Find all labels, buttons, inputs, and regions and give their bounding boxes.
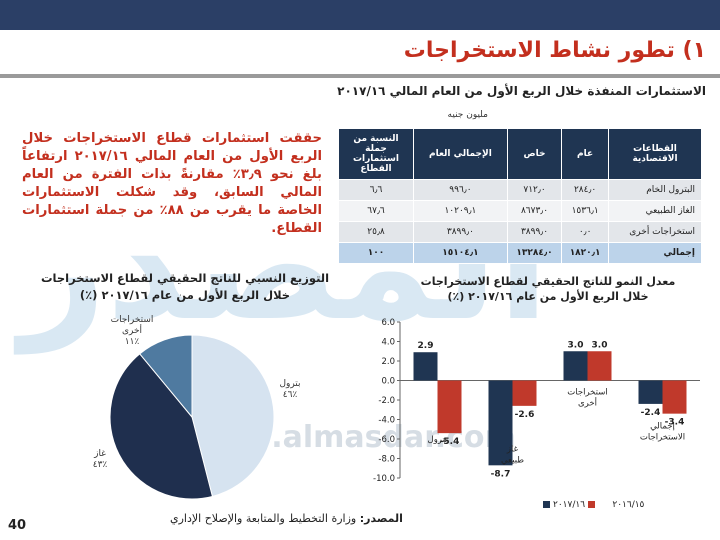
pie-slice-label: غاز: [93, 449, 106, 459]
page-title: ١) تطور نشاط الاستخراجات: [403, 38, 706, 63]
y-tick-label: 4.0: [381, 338, 395, 348]
bar-subtitle-line: خلال الربع الأول من عام ٢٠١٧/١٦ (٪): [447, 290, 649, 303]
table-header: عام: [561, 128, 609, 180]
pie-slice-value: ٤٣٪: [93, 460, 108, 470]
y-tick-label: -8.0: [378, 455, 395, 465]
table-row: استخراجات أخرى ٠٫٠ ٣٨٩٩٫٠ ٣٨٩٩٫٠ ٢٥٫٨: [338, 221, 702, 243]
pie-slice-value: ١١٪: [125, 337, 140, 347]
bar-value-label: 2.9: [418, 341, 434, 351]
unit-label: مليون جنيه: [447, 110, 488, 120]
y-tick-label: 2.0: [381, 357, 395, 367]
table-header: النسبة من جملة استثمارات القطاع: [338, 128, 414, 180]
table-cell: ٩٩٦٫٠: [413, 179, 508, 201]
bar-value-label: -3.4: [665, 418, 685, 428]
table-cell: ٧١٢٫٠: [506, 179, 563, 201]
y-tick-label: -10.0: [373, 474, 395, 484]
category-label: بترول: [428, 435, 448, 445]
bar: [638, 380, 663, 404]
table-cell: ١٠٠: [338, 242, 414, 264]
table-cell: الغاز الطبيعي: [608, 200, 702, 222]
category-label: غاز: [506, 445, 519, 455]
category-label: إجمالي: [650, 421, 675, 431]
bar-value-label: -8.7: [491, 469, 511, 479]
pie-slice: [139, 334, 193, 419]
table-row: البترول الخام ٢٨٤٫٠ ٧١٢٫٠ ٩٩٦٫٠ ٦٫٦: [338, 179, 702, 201]
pie-slice-value: ٤٦٪: [283, 390, 298, 400]
bar: [662, 380, 687, 414]
table-cell: ٠٫٠: [561, 221, 609, 243]
table-cell: استخراجات أخرى: [608, 221, 702, 243]
bar: [488, 380, 513, 466]
page-number: 40: [8, 518, 27, 533]
table-header: خاص: [506, 128, 563, 180]
bar: [413, 352, 438, 381]
table-cell: ١٥١٠٤٫١: [413, 242, 508, 264]
pie-title-line: التوزيع النسبي للناتج الحقيقي لقطاع الاس…: [40, 271, 330, 285]
table-cell: ١٨٢٠٫١: [561, 242, 609, 264]
bar-chart-title: معدل النمو للناتج الحقيقي لقطاع الاستخرا…: [398, 274, 698, 304]
bar: [512, 380, 537, 406]
table-cell: ١٥٣٦٫١: [561, 200, 609, 222]
bar-value-label: -2.4: [641, 408, 661, 418]
bar: [587, 351, 612, 381]
bar-title-line: معدل النمو للناتج الحقيقي لقطاع الاستخرا…: [420, 275, 676, 288]
legend-swatch: [588, 501, 596, 508]
table-cell: ١٣٢٨٤٫٠: [506, 242, 563, 264]
bar-value-label: 3.0: [592, 340, 608, 350]
y-tick-label: -2.0: [378, 396, 395, 406]
title-divider: [0, 74, 720, 78]
pie-slice-label: أخرى: [122, 324, 142, 336]
table-cell: ٦٫٦: [338, 179, 414, 201]
bar: [437, 380, 462, 434]
pie-slice-label: بترول: [279, 379, 300, 389]
table-cell: ٣٨٩٩٫٠: [413, 221, 508, 243]
source-note: المصدر: وزارة التخطيط والمتابعة والإصلاح…: [170, 512, 403, 525]
top-banner: [0, 0, 720, 30]
table-cell: ٢٥٫٨: [338, 221, 414, 243]
table-cell: إجمالي: [608, 242, 702, 264]
pie-slice: [191, 334, 275, 498]
y-tick-label: 0.0: [381, 377, 395, 387]
y-tick-label: -4.0: [378, 416, 395, 426]
table-header: القطاعات الاقتصادية: [608, 128, 702, 180]
table-cell: ٦٧٫٦: [338, 200, 414, 222]
table-cell: ٣٨٩٩٫٠: [506, 221, 563, 243]
bar: [563, 351, 588, 381]
source-label: المصدر:: [359, 512, 403, 525]
source-text: وزارة التخطيط والمتابعة والإصلاح الإداري: [170, 512, 357, 525]
bar-value-label: -2.6: [515, 410, 535, 420]
bar-value-label: 3.0: [568, 340, 584, 350]
table-header-row: القطاعات الاقتصادية عام خاص الإجمالي الع…: [338, 128, 702, 180]
category-label: الاستخراجات: [640, 432, 685, 442]
bar-value-label: -5.4: [440, 437, 460, 447]
y-tick-label: 6.0: [381, 318, 395, 328]
category-label: استخراجات: [567, 388, 607, 398]
pie-chart-title: التوزيع النسبي للناتج الحقيقي لقطاع الاس…: [40, 270, 330, 304]
table-subtitle: الاستثمارات المنفذة خلال الربع الأول من …: [337, 84, 706, 98]
category-label: أخرى: [578, 397, 597, 409]
bar-legend: ٢٠١٦/١٥ ٢٠١٧/١٦: [540, 500, 644, 510]
category-label: طبيعي: [501, 456, 524, 466]
legend-swatch: [543, 501, 550, 508]
y-tick-label: -6.0: [378, 435, 395, 445]
pie-subtitle-line: خلال الربع الأول من عام ٢٠١٧/١٦ (٪): [79, 288, 291, 302]
investment-table: القطاعات الاقتصادية عام خاص الإجمالي الع…: [338, 128, 702, 264]
table-cell: ١٠٢٠٩٫١: [413, 200, 508, 222]
legend-label: ٢٠١٧/١٦: [553, 500, 586, 510]
pie-slice-label: استخراجات: [111, 315, 154, 325]
pie-slice: [109, 353, 214, 500]
legend-label: ٢٠١٦/١٥: [612, 500, 645, 510]
table-total-row: إجمالي ١٨٢٠٫١ ١٣٢٨٤٫٠ ١٥١٠٤٫١ ١٠٠: [338, 242, 702, 264]
summary-paragraph: حققت استثمارات قطاع الاستخراجات خلال الر…: [22, 131, 322, 236]
